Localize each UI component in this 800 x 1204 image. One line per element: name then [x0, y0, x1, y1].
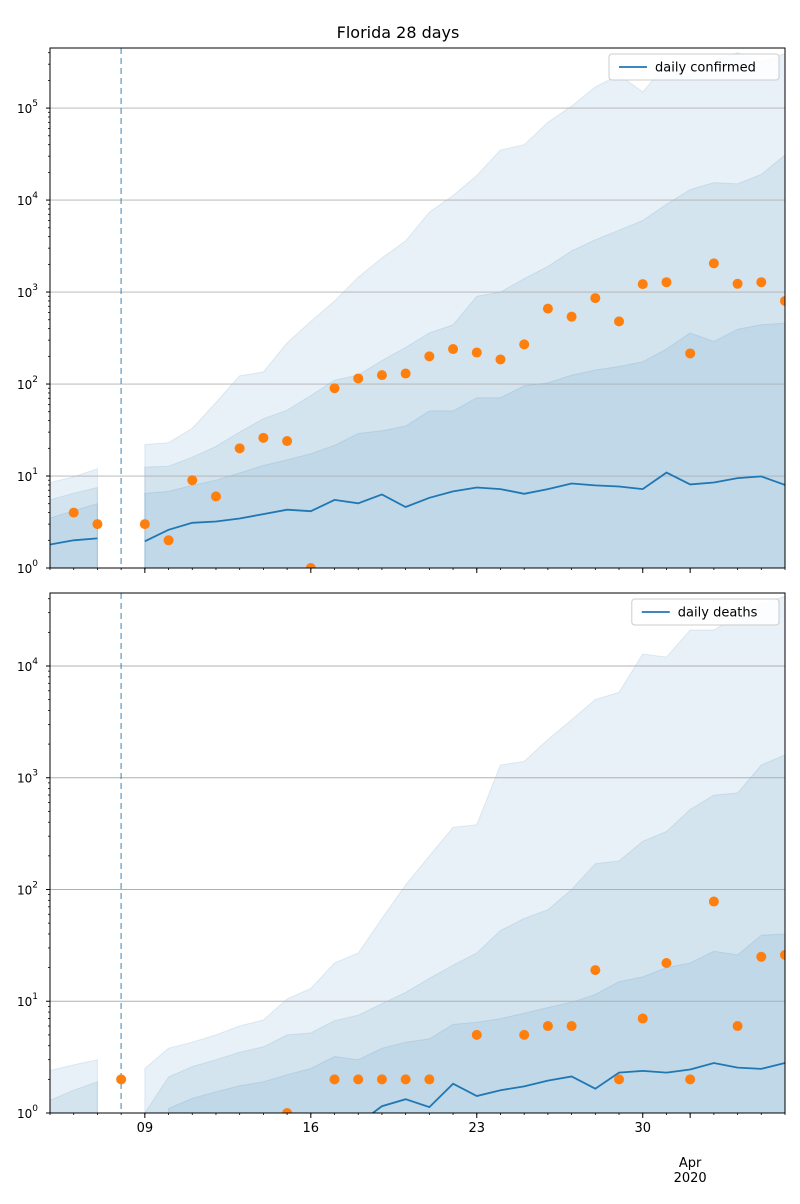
figure-title: Florida 28 days: [337, 23, 460, 42]
data-point: [780, 295, 785, 306]
confidence-band-1: [144, 52, 785, 568]
data-point: [637, 279, 648, 290]
plot-area: [50, 48, 785, 568]
legend-label: daily deaths: [678, 606, 758, 621]
data-point: [566, 311, 577, 322]
data-point: [542, 303, 553, 314]
data-point: [661, 957, 672, 968]
data-point: [780, 949, 785, 960]
data-point: [590, 293, 601, 304]
data-point: [756, 277, 767, 288]
y-tick-label: 100: [17, 1104, 38, 1121]
y-tick-label: 102: [17, 375, 38, 392]
y-tick-label: 104: [17, 191, 38, 208]
data-point: [756, 951, 767, 962]
data-point: [590, 965, 601, 976]
data-point: [566, 1021, 577, 1032]
confidence-band-3: [168, 933, 785, 1113]
data-point: [68, 507, 79, 518]
data-point: [353, 1074, 364, 1085]
y-tick-label: 101: [17, 992, 38, 1009]
data-point: [614, 1074, 625, 1085]
plot-frame: [49, 47, 786, 569]
data-point: [234, 443, 245, 454]
data-point: [732, 1021, 743, 1032]
x-tick-label: 16: [303, 1121, 320, 1136]
data-point: [519, 339, 530, 350]
data-point: [139, 519, 150, 530]
data-point: [448, 344, 459, 355]
y-tick-label: 102: [17, 880, 38, 897]
data-point: [661, 277, 672, 288]
x-tick-sublabel: 2020: [674, 1171, 707, 1186]
data-point: [329, 1074, 340, 1085]
plot-frame: [49, 592, 786, 1114]
data-point: [116, 1074, 127, 1085]
x-tick-label: 23: [469, 1121, 486, 1136]
y-tick-label: 105: [17, 99, 38, 116]
y-tick-label: 103: [17, 283, 38, 300]
data-point: [353, 373, 364, 384]
data-point: [376, 1074, 387, 1085]
legend: daily deaths: [631, 598, 780, 626]
data-point: [400, 1074, 411, 1085]
y-tick-label: 100: [17, 559, 38, 576]
data-point: [732, 278, 743, 289]
data-point: [210, 491, 221, 502]
confidence-band-1: [50, 1059, 98, 1113]
data-point: [708, 896, 719, 907]
data-point: [495, 354, 506, 365]
data-point: [282, 436, 293, 447]
legend: daily confirmed: [608, 53, 780, 81]
data-point: [376, 370, 387, 381]
y-tick-label: 104: [17, 657, 38, 674]
data-point: [424, 351, 435, 362]
data-point: [163, 535, 174, 546]
x-tick-label: 30: [634, 1121, 651, 1136]
legend-label: daily confirmed: [655, 61, 756, 76]
data-point: [424, 1074, 435, 1085]
data-point: [258, 432, 269, 443]
legend-box: [608, 53, 780, 81]
confidence-band-2: [50, 1081, 98, 1113]
data-point: [471, 347, 482, 358]
y-tick-label: 101: [17, 467, 38, 484]
data-point: [685, 1074, 696, 1085]
confidence-band-2: [144, 154, 785, 568]
series-line: [144, 471, 785, 543]
confidence-band-1: [144, 595, 785, 1113]
data-point: [637, 1013, 648, 1024]
confidence-band-2: [144, 754, 785, 1113]
data-point: [519, 1029, 530, 1040]
data-point: [282, 1108, 293, 1113]
legend-box: [631, 598, 780, 626]
data-point: [708, 258, 719, 269]
data-point: [471, 1029, 482, 1040]
data-point: [305, 563, 316, 568]
series-line: [371, 1062, 785, 1113]
y-tick-label: 103: [17, 769, 38, 786]
x-tick-label: Apr: [679, 1156, 702, 1171]
data-point: [187, 475, 198, 486]
data-point: [400, 368, 411, 379]
series-line: [50, 537, 98, 546]
confidence-band-2: [50, 486, 98, 568]
x-tick-label: 09: [137, 1121, 154, 1136]
data-point: [614, 316, 625, 327]
data-point: [329, 383, 340, 394]
data-point: [542, 1021, 553, 1032]
data-point: [685, 348, 696, 359]
chart-panel-1: 100 101 102 103 104 105 daily confirmed: [17, 47, 786, 576]
plot-area: [50, 593, 785, 1113]
data-point: [92, 519, 103, 530]
